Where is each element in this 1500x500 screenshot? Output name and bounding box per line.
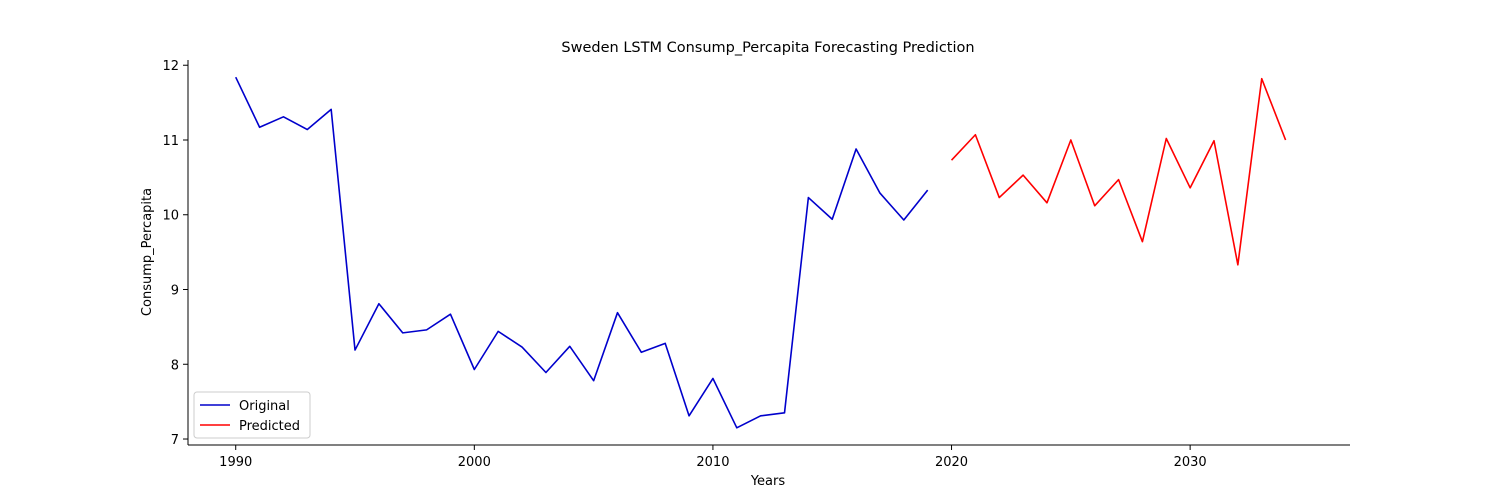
x-axis-label: Years [750,474,786,489]
x-tick-label: 2010 [696,455,729,470]
x-tick-label: 2020 [935,455,968,470]
y-tick-label: 7 [171,433,179,448]
x-axis-ticks: 1990 2000 2010 2020 2030 [219,445,1207,470]
chart-title: Sweden LSTM Consump_Percapita Forecastin… [561,40,974,56]
y-axis-label: Consump_Percapita [140,188,155,316]
series-line-predicted [950,77,1287,266]
y-tick-label: 12 [162,59,179,74]
legend-label-original: Original [239,399,290,414]
x-tick-label: 2030 [1174,455,1207,470]
x-tick-label: 2000 [458,455,491,470]
y-axis-ticks: 7 8 9 10 11 12 [162,59,188,448]
legend-box [193,391,311,439]
x-tick-label: 1990 [219,455,252,470]
y-tick-label: 10 [162,209,179,224]
y-tick-label: 9 [171,284,179,299]
y-tick-label: 8 [171,358,179,373]
legend-label-predicted: Predicted [239,419,300,434]
y-tick-label: 11 [162,134,179,149]
series-line-original [234,76,929,429]
legend: Original Predicted [193,391,311,439]
